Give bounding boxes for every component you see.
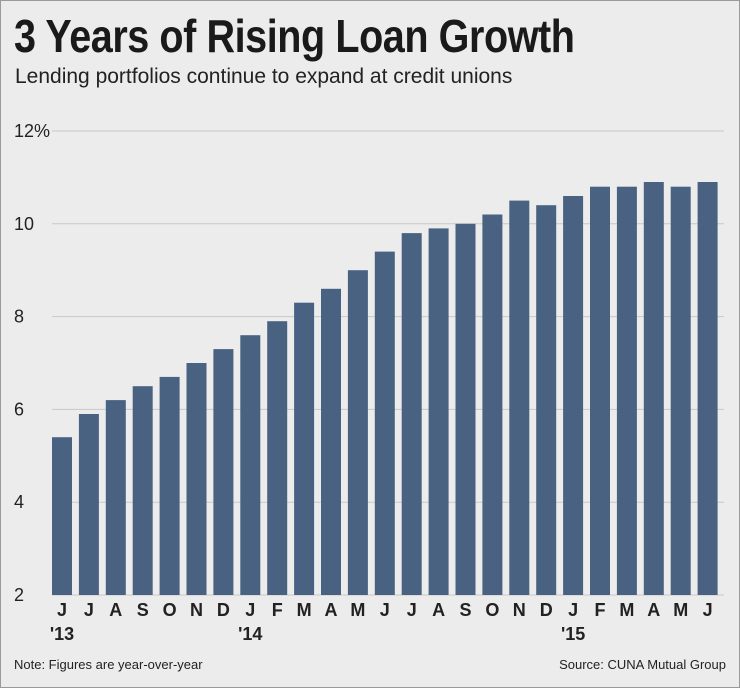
y-axis-ticks: 2 4 6 8 10 12% bbox=[14, 121, 50, 605]
x-tick-label: J bbox=[568, 600, 578, 620]
x-tick-label: F bbox=[595, 600, 606, 620]
x-tick-label: J bbox=[245, 600, 255, 620]
bar bbox=[455, 223, 476, 596]
bar bbox=[643, 182, 664, 595]
source-credit: Source: CUNA Mutual Group bbox=[559, 657, 726, 672]
bar bbox=[563, 196, 584, 595]
x-tick-label: S bbox=[459, 600, 471, 620]
x-tick-label: F bbox=[272, 600, 283, 620]
y-tick-label: 8 bbox=[14, 307, 24, 327]
x-tick-label: N bbox=[513, 600, 526, 620]
chart-title: 3 Years of Rising Loan Growth bbox=[14, 10, 575, 62]
bar bbox=[482, 214, 503, 595]
bar bbox=[105, 400, 126, 595]
bar bbox=[321, 288, 341, 595]
bar bbox=[132, 386, 153, 595]
x-tick-label: O bbox=[485, 600, 499, 620]
bar bbox=[536, 205, 557, 595]
x-tick-label: A bbox=[325, 600, 338, 620]
x-tick-label: D bbox=[540, 600, 553, 620]
y-tick-label: 10 bbox=[14, 214, 34, 234]
bar bbox=[213, 349, 234, 595]
bar bbox=[374, 251, 395, 595]
year-label: '15 bbox=[561, 624, 585, 644]
x-tick-label: M bbox=[673, 600, 688, 620]
bar bbox=[159, 376, 180, 595]
bars bbox=[52, 182, 718, 596]
year-labels: '13 '14 '15 bbox=[50, 624, 585, 644]
x-tick-label: M bbox=[297, 600, 312, 620]
x-tick-label: M bbox=[619, 600, 634, 620]
x-tick-label: M bbox=[350, 600, 365, 620]
y-tick-label: 2 bbox=[14, 585, 24, 605]
bar bbox=[509, 200, 530, 595]
bar bbox=[240, 335, 261, 595]
x-tick-label: J bbox=[380, 600, 390, 620]
bar bbox=[294, 302, 315, 595]
bar bbox=[590, 186, 610, 595]
bar bbox=[52, 437, 72, 595]
bar bbox=[670, 186, 691, 595]
x-tick-label: J bbox=[57, 600, 67, 620]
bar bbox=[428, 228, 449, 595]
x-tick-label: J bbox=[84, 600, 94, 620]
year-label: '14 bbox=[238, 624, 262, 644]
bar bbox=[186, 363, 207, 595]
y-tick-label: 12% bbox=[14, 121, 50, 141]
bar bbox=[267, 321, 288, 595]
bar bbox=[616, 186, 637, 595]
x-tick-label: A bbox=[647, 600, 660, 620]
bar bbox=[78, 414, 99, 595]
chart-subtitle: Lending portfolios continue to expand at… bbox=[15, 65, 513, 88]
x-tick-label: S bbox=[137, 600, 149, 620]
footnote: Note: Figures are year-over-year bbox=[14, 657, 203, 672]
bar bbox=[401, 233, 422, 595]
year-label: '13 bbox=[50, 624, 74, 644]
y-tick-label: 6 bbox=[14, 399, 24, 419]
x-tick-label: O bbox=[163, 600, 177, 620]
x-tick-label: N bbox=[190, 600, 203, 620]
x-tick-label: J bbox=[703, 600, 713, 620]
y-tick-label: 4 bbox=[14, 492, 24, 512]
x-tick-label: A bbox=[109, 600, 122, 620]
x-tick-label: D bbox=[217, 600, 230, 620]
bar bbox=[697, 182, 718, 595]
x-tick-label: J bbox=[407, 600, 417, 620]
x-tick-label: A bbox=[432, 600, 445, 620]
bar bbox=[347, 270, 368, 595]
